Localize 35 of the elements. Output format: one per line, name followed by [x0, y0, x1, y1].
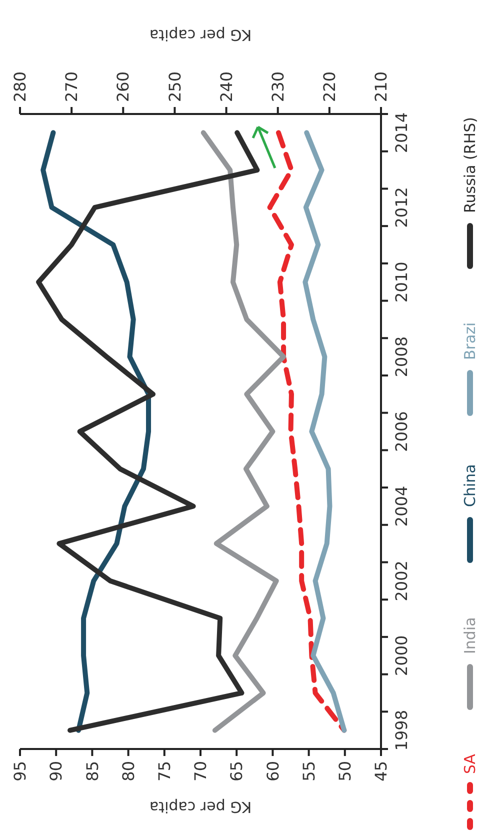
x-tick-label: 65 — [227, 761, 246, 782]
x-tick-label: 45 — [372, 761, 391, 782]
x2-tick-label: 250 — [165, 71, 184, 102]
x2-tick-label: 270 — [62, 71, 82, 102]
x-tick-label: 60 — [263, 761, 282, 782]
text: India — [461, 617, 479, 654]
x-tick-label: 80 — [118, 761, 138, 782]
y-tick-label: 1998 — [392, 710, 411, 751]
text: Brazi — [461, 322, 479, 360]
y-tick-label: 2014 — [392, 112, 411, 154]
x-tick-label: 85 — [82, 761, 102, 782]
x2-tick-label: 280 — [10, 71, 30, 102]
y-tick-label: 2008 — [392, 336, 411, 378]
x-tick-label: 70 — [191, 761, 210, 782]
x2-tick-label: 260 — [114, 71, 133, 102]
y-tick-label: 2002 — [392, 560, 411, 602]
x-tick-label: 90 — [46, 761, 66, 782]
x2-tick-label: 210 — [372, 71, 391, 102]
x2-tick-label: 230 — [268, 71, 288, 102]
x-tick-label: 50 — [336, 761, 354, 782]
x-tick-label: 55 — [299, 761, 318, 782]
y-tick-label: 2004 — [392, 486, 411, 527]
x2-axis-title: KG per capita — [149, 26, 252, 44]
text: China — [461, 464, 479, 507]
y-tick-label: 2010 — [392, 262, 411, 302]
text: Russia (RHS) — [461, 117, 479, 213]
x-tick-label: 95 — [10, 761, 30, 782]
text: SA — [461, 753, 479, 774]
x2-tick-label: 240 — [216, 71, 236, 102]
x2-tick-label: 220 — [320, 71, 340, 102]
x-tick-label: 75 — [155, 761, 174, 782]
y-tick-label: 2006 — [392, 411, 411, 452]
y-tick-label: 2012 — [392, 187, 411, 228]
x-axis-title: KG per capita — [149, 798, 252, 816]
y-tick-label: 2000 — [392, 635, 411, 676]
